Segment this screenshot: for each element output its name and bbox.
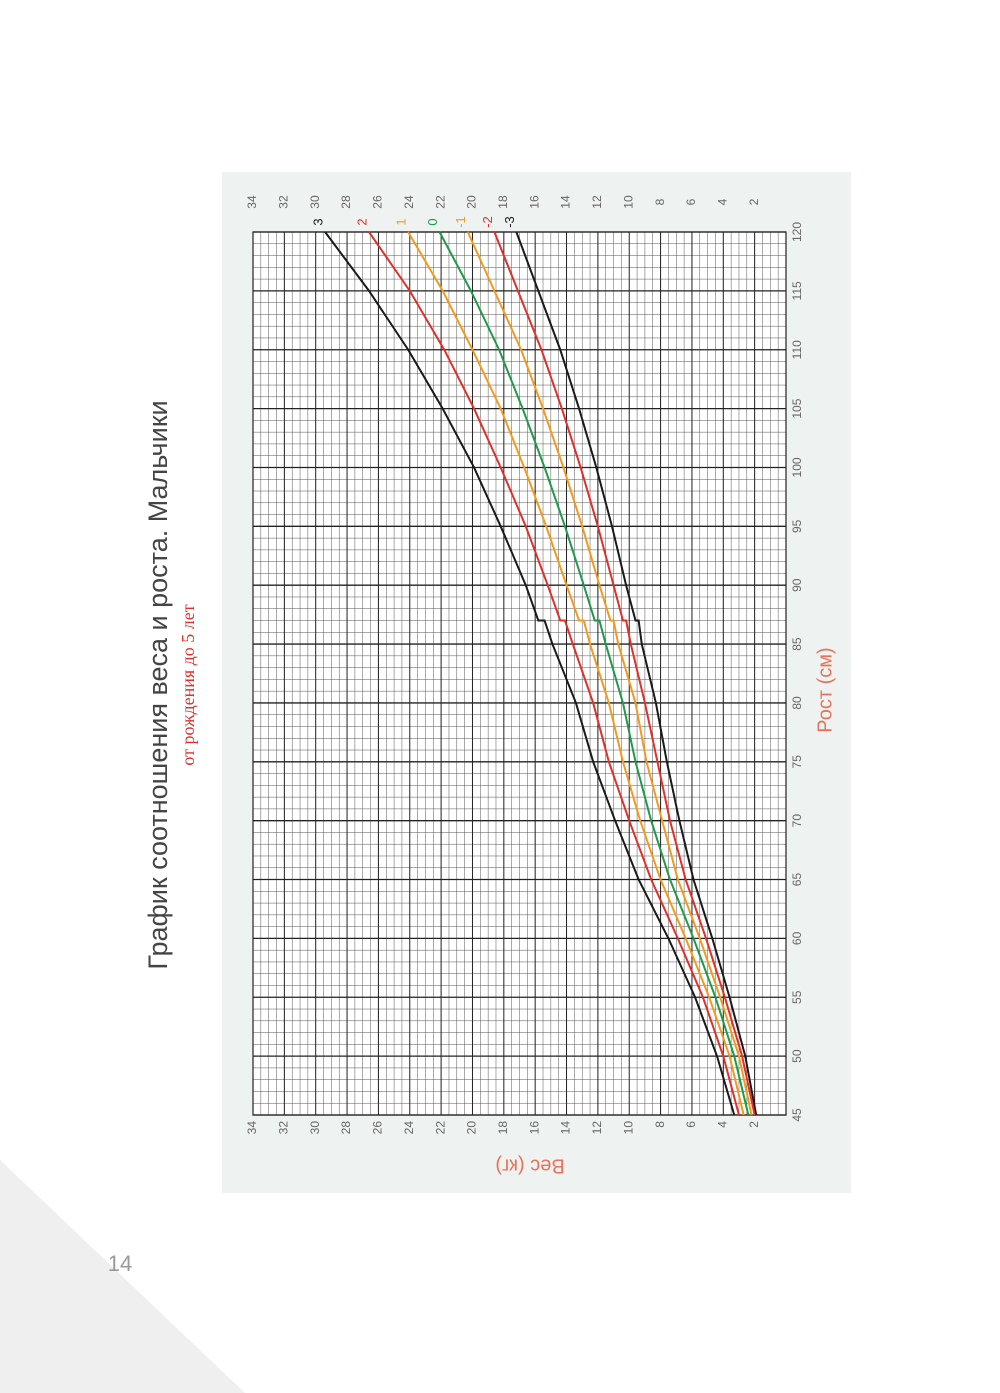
- y-tick-label: 34: [245, 1121, 259, 1135]
- y-tick-label: 6: [684, 1121, 698, 1128]
- y-tick-label: 12: [590, 195, 604, 209]
- line: [438, 231, 750, 1116]
- y-tick-label: 28: [339, 195, 353, 209]
- y-tick-label: 12: [590, 1121, 604, 1135]
- line: [515, 231, 758, 1116]
- line: [466, 231, 753, 1116]
- y-axis-label: Вес (кг): [495, 1155, 564, 1177]
- chart-subtitle: от рождения до 5 лет: [178, 604, 198, 765]
- x-tick-label: 60: [790, 931, 804, 945]
- page-number: 14: [108, 1251, 132, 1276]
- line: [324, 231, 736, 1116]
- plot-border: [252, 231, 787, 1116]
- y-tick-label: 20: [465, 1121, 479, 1135]
- x-tick-label: 120: [790, 222, 804, 242]
- x-tick-label: 115: [790, 281, 804, 300]
- legend-label: 3: [311, 218, 326, 225]
- line: [493, 231, 756, 1116]
- y-tick-label: 6: [684, 198, 698, 205]
- x-tick-label: 105: [790, 398, 804, 418]
- y-tick-label: 28: [339, 1121, 353, 1135]
- y-tick-label: 26: [371, 195, 385, 209]
- y-tick-label: 30: [308, 195, 322, 209]
- y-tick-label: 10: [621, 195, 635, 209]
- y-tick-label: 4: [715, 198, 729, 205]
- legend-label: -2: [480, 216, 495, 228]
- line: [407, 231, 745, 1116]
- y-tick-label: 10: [621, 1121, 635, 1135]
- legend-label: -3: [502, 216, 517, 228]
- y-tick-label: 22: [433, 195, 447, 209]
- x-tick-label: 80: [790, 696, 804, 710]
- x-tick-label: 55: [790, 990, 804, 1004]
- x-tick-label: 95: [790, 519, 804, 533]
- y-tick-label: 24: [402, 195, 416, 209]
- legend-label: -1: [453, 216, 468, 228]
- legend-label: 2: [354, 218, 369, 225]
- y-tick-label: 20: [465, 195, 479, 209]
- y-tick-label: 24: [402, 1121, 416, 1135]
- x-axis-label: Рост (см): [814, 647, 836, 732]
- y-tick-label: 8: [653, 198, 667, 205]
- y-tick-label: 16: [527, 195, 541, 209]
- x-tick-label: 85: [790, 637, 804, 651]
- y-tick-label: 14: [559, 1121, 573, 1135]
- y-tick-label: 18: [496, 1121, 510, 1135]
- x-tick-label: 70: [790, 814, 804, 828]
- legend-label: 0: [425, 218, 440, 225]
- y-tick-label: 2: [747, 1121, 761, 1128]
- x-tick-label: 50: [790, 1049, 804, 1063]
- corner-decoration: [0, 1160, 245, 1393]
- y-tick-label: 4: [715, 1121, 729, 1128]
- legend-label: 1: [394, 218, 409, 225]
- y-tick-label: 34: [245, 195, 259, 209]
- y-tick-label: 32: [277, 195, 291, 209]
- x-tick-label: 45: [790, 1108, 804, 1122]
- y-tick-label: 22: [433, 1121, 447, 1135]
- y-tick-label: 2: [747, 198, 761, 205]
- y-tick-label: 30: [308, 1121, 322, 1135]
- chart-title: График соотношения веса и роста. Мальчик…: [143, 400, 173, 969]
- rotated-chart: График соотношения веса и роста. Мальчик…: [143, 195, 836, 1134]
- y-tick-label: 26: [371, 1121, 385, 1135]
- y-tick-label: 16: [527, 1121, 541, 1135]
- line: [368, 231, 740, 1116]
- x-tick-label: 100: [790, 457, 804, 477]
- x-tick-label: 65: [790, 873, 804, 887]
- x-tick-label: 110: [790, 340, 804, 359]
- y-tick-label: 32: [277, 1121, 291, 1135]
- x-tick-label: 90: [790, 578, 804, 592]
- y-tick-label: 14: [559, 195, 573, 209]
- y-tick-label: 8: [653, 1121, 667, 1128]
- x-tick-label: 75: [790, 755, 804, 769]
- y-tick-label: 18: [496, 195, 510, 209]
